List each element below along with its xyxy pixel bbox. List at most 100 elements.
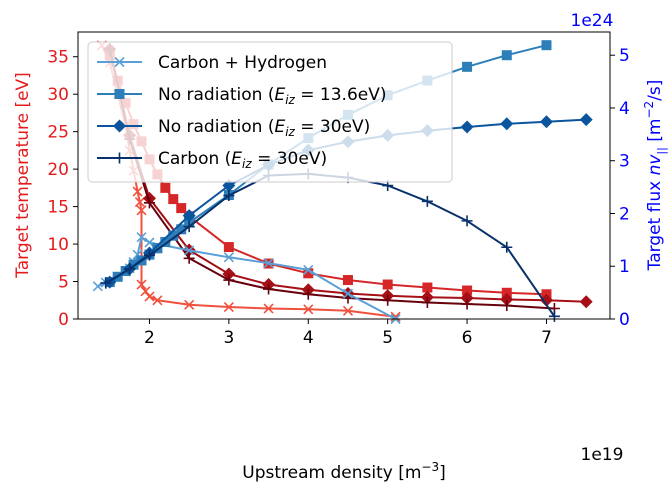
data-point (579, 113, 593, 127)
data-point (223, 190, 235, 202)
data-point (182, 209, 196, 223)
data-point (184, 299, 195, 310)
data-point (100, 277, 112, 289)
y-left-tick-label: 15 (47, 198, 69, 218)
plot-frame (77, 31, 611, 320)
data-point-shape (143, 249, 155, 261)
data-point (422, 282, 433, 293)
data-point-shape (460, 291, 474, 305)
legend-entry: Carbon (Eiz = 30eV) (97, 149, 327, 171)
legend-box (87, 41, 453, 183)
y-left-tick-label: 10 (47, 235, 69, 255)
y-right-axis-label: Target flux nv|| [m−2/s] (642, 80, 668, 272)
data-point (143, 197, 155, 209)
legend-label: Carbon (Eiz = 30eV) (158, 149, 327, 171)
legend-entry: Carbon + Hydrogen (97, 53, 327, 73)
data-point-shape (382, 279, 393, 290)
data-point-shape (462, 61, 473, 72)
data-point (303, 264, 314, 276)
data-point (501, 50, 512, 61)
data-point-shape (183, 252, 195, 264)
data-point-shape (223, 301, 234, 313)
legend-label: No radiation (Eiz = 30eV) (158, 117, 370, 139)
x-tick-label: 2 (144, 328, 155, 348)
data-point (263, 283, 275, 295)
y-right-offset-label: 1e24 (571, 11, 614, 31)
data-point (501, 241, 513, 253)
data-point-shape (143, 197, 155, 209)
y-left-axis: 0 5 10 15 20 25 30 35 (47, 48, 78, 330)
data-point (152, 295, 163, 306)
legend-entry: No radiation (Eiz = 13.6eV) (97, 85, 386, 107)
y-right-tick-label: 2 (619, 204, 630, 224)
y-left-tick-label: 5 (58, 273, 69, 293)
x-tick-label: 6 (462, 328, 473, 348)
data-point-shape (168, 230, 179, 241)
data-point (134, 197, 145, 208)
data-point-shape (182, 209, 196, 223)
x-axis-label: Upstream density [m−3] (242, 460, 445, 483)
data-point (223, 242, 234, 253)
data-point-shape (223, 252, 234, 263)
data-point (263, 303, 274, 314)
data-point-shape (421, 297, 433, 309)
data-point-shape (140, 286, 151, 297)
data-point-shape (539, 115, 553, 129)
y-left-tick-label: 30 (47, 85, 69, 105)
legend-marker (113, 119, 126, 133)
data-point (140, 286, 151, 297)
data-point (136, 279, 147, 290)
y-right-tick-label: 5 (619, 46, 630, 66)
data-point-shape (342, 288, 354, 299)
data-point (136, 232, 147, 243)
data-point (176, 203, 187, 214)
data-point-shape (136, 205, 147, 216)
y-left-tick-label: 0 (58, 310, 69, 330)
data-point-shape (263, 283, 275, 295)
data-point-shape (263, 303, 274, 314)
y-left-tick-label: 35 (47, 48, 69, 68)
data-point-shape (152, 295, 163, 306)
y-right-tick-label: 0 (619, 310, 630, 330)
series-line (108, 48, 587, 303)
data-point-shape (501, 287, 512, 298)
data-point-shape (500, 117, 514, 131)
legend-entry: No radiation (Eiz = 30eV) (97, 117, 370, 139)
data-point-shape (579, 113, 593, 127)
data-point (168, 230, 179, 241)
data-point-shape (263, 258, 274, 269)
data-point (223, 301, 234, 313)
data-point (176, 224, 187, 235)
x-tick-label: 5 (382, 328, 393, 348)
legend-label: No radiation (Eiz = 13.6eV) (158, 85, 386, 107)
data-point (124, 263, 136, 275)
data-point-shape (184, 299, 195, 310)
data-point-shape (160, 182, 171, 193)
data-point (183, 221, 195, 233)
legend-label: Carbon + Hydrogen (158, 53, 327, 73)
data-point (263, 258, 274, 269)
data-point-shape (144, 291, 155, 302)
data-point (539, 115, 553, 129)
legend-marker-shape (114, 152, 125, 164)
data-point-shape (539, 293, 553, 307)
data-point-shape (223, 274, 235, 286)
data-point (342, 288, 354, 299)
data-point-shape (132, 186, 143, 197)
data-point-shape (421, 195, 433, 207)
data-point-shape (501, 241, 513, 253)
data-point (132, 186, 143, 197)
data-point-shape (501, 300, 513, 312)
data-point (460, 120, 474, 134)
data-point (302, 288, 314, 300)
data-point (421, 297, 433, 309)
data-point-shape (223, 190, 235, 202)
data-point-shape (223, 242, 234, 253)
data-point (541, 40, 552, 51)
data-point (462, 285, 473, 296)
data-point (136, 205, 147, 216)
data-point (144, 291, 155, 302)
data-point-shape (183, 221, 195, 233)
data-point-shape (100, 277, 112, 289)
